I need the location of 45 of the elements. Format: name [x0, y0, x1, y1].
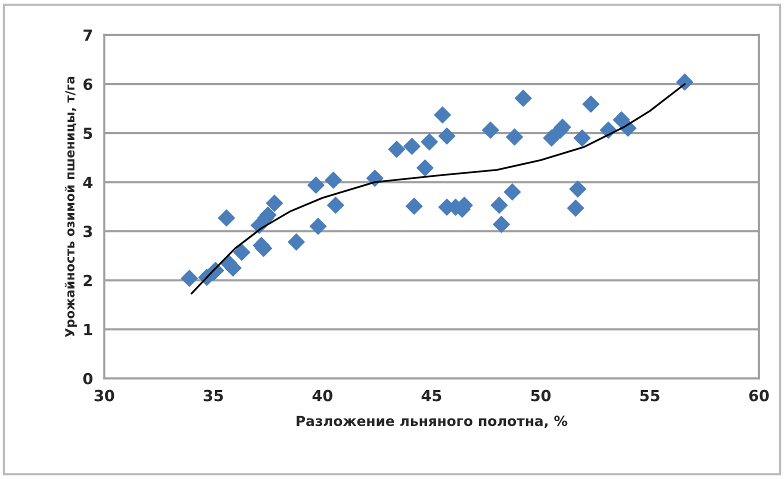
point [310, 218, 327, 235]
point [233, 244, 250, 261]
point [490, 196, 508, 214]
point [327, 196, 344, 214]
y-tick-label: 3 [84, 226, 92, 238]
point [492, 216, 510, 233]
point [582, 96, 600, 113]
y-tick-label: 4 [83, 176, 92, 188]
y-tick-label: 5 [84, 128, 92, 140]
x-tick-label: 50 [531, 390, 551, 402]
x-tick-label: 45 [422, 390, 442, 402]
y-tick-label: 6 [83, 78, 92, 90]
point [266, 194, 284, 212]
y-tick-label: 0 [83, 372, 92, 384]
point [504, 183, 521, 201]
y-tick-label: 2 [84, 274, 92, 286]
y-tick-label: 1 [84, 324, 92, 336]
point [288, 233, 305, 251]
x-tick-label: 60 [749, 390, 769, 402]
point [514, 90, 532, 107]
point [434, 106, 452, 124]
point [416, 159, 434, 176]
point [482, 122, 500, 139]
x-tick-label: 35 [204, 390, 223, 402]
point [420, 133, 438, 150]
x-tick-label: 30 [94, 390, 114, 402]
point [543, 129, 560, 147]
point [676, 74, 694, 91]
point [388, 140, 406, 158]
point [218, 209, 236, 227]
point [307, 176, 325, 194]
point [180, 270, 198, 287]
point [506, 128, 524, 146]
point [324, 172, 342, 189]
y-axis-title: Урожайность озимой пшеницы, т/га [64, 76, 77, 338]
point [406, 198, 423, 215]
y-tick-label: 7 [84, 30, 92, 41]
point [403, 138, 421, 155]
point [438, 127, 456, 145]
point [567, 200, 584, 217]
point [574, 129, 591, 147]
x-tick-label: 40 [312, 390, 332, 402]
point [569, 180, 586, 198]
x-tick-label: 55 [640, 390, 660, 402]
x-axis-title: Разложение льняного полотна, % [296, 416, 568, 428]
